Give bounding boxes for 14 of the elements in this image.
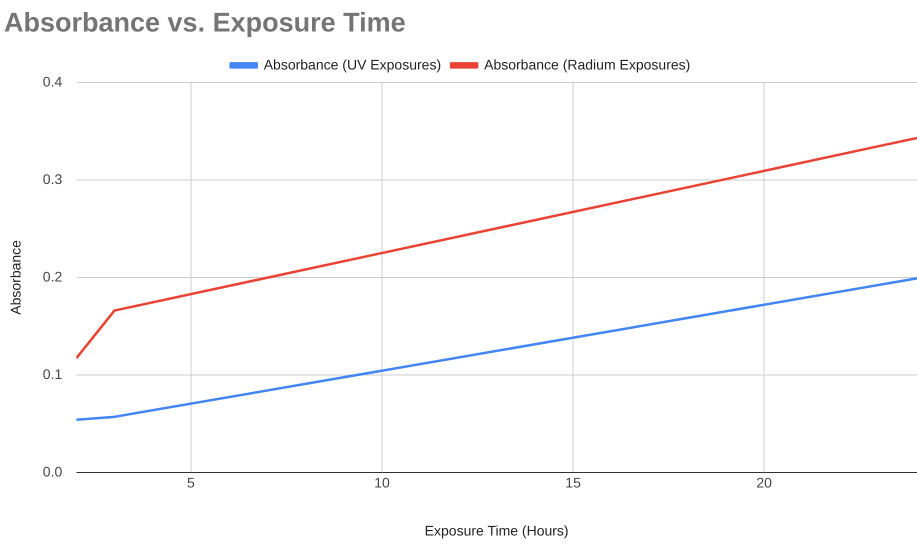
legend-label: Absorbance (UV Exposures) xyxy=(264,56,442,72)
y-axis-title: Absorbance xyxy=(7,240,24,315)
y-tick-label: 0.1 xyxy=(42,366,62,382)
x-tick-label: 15 xyxy=(565,474,582,491)
x-tick-label: 5 xyxy=(187,474,196,491)
y-tick-label: 0.0 xyxy=(42,463,62,480)
x-tick-label: 10 xyxy=(374,474,390,491)
x-tick-label: 20 xyxy=(756,474,772,491)
legend-label: Absorbance (Radium Exposures) xyxy=(484,56,690,72)
y-tick-label: 0.3 xyxy=(42,170,62,187)
x-axis-title: Exposure Time (Hours) xyxy=(424,522,569,538)
chart-title: Absorbance vs. Exposure Time xyxy=(4,8,406,38)
y-tick-label: 0.2 xyxy=(42,268,62,284)
y-tick-label: 0.4 xyxy=(42,73,62,90)
